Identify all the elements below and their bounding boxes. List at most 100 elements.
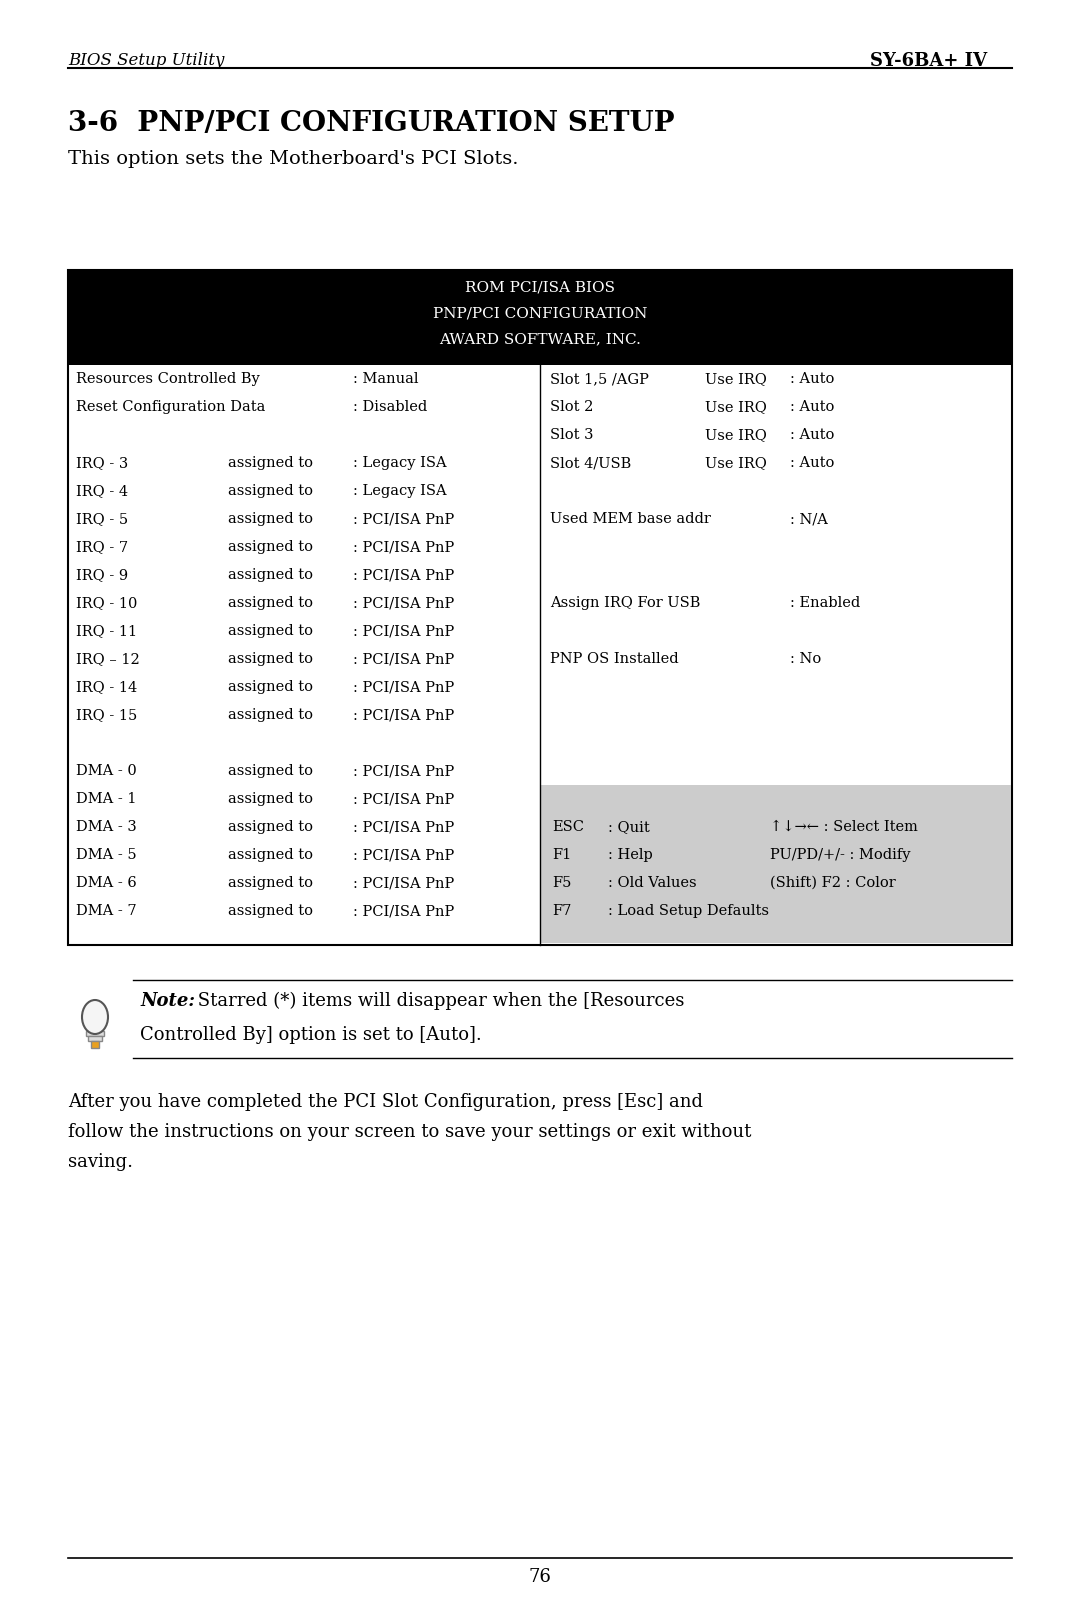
Text: assigned to: assigned to <box>228 820 313 833</box>
Text: IRQ - 9: IRQ - 9 <box>76 568 129 582</box>
Text: assigned to: assigned to <box>228 625 313 637</box>
Text: DMA - 0: DMA - 0 <box>76 764 137 778</box>
Text: Slot 2: Slot 2 <box>550 400 593 414</box>
Text: : Quit: : Quit <box>608 820 650 833</box>
Text: After you have completed the PCI Slot Configuration, press [Esc] and: After you have completed the PCI Slot Co… <box>68 1094 703 1112</box>
Text: Used MEM base addr: Used MEM base addr <box>550 511 711 526</box>
Text: DMA - 7: DMA - 7 <box>76 904 137 917</box>
Text: : PCI/ISA PnP: : PCI/ISA PnP <box>353 709 455 722</box>
Text: DMA - 1: DMA - 1 <box>76 791 136 806</box>
Text: PNP OS Installed: PNP OS Installed <box>550 652 678 667</box>
Text: Slot 4/USB: Slot 4/USB <box>550 456 631 469</box>
Text: assigned to: assigned to <box>228 764 313 778</box>
Ellipse shape <box>82 1000 108 1034</box>
Text: : PCI/ISA PnP: : PCI/ISA PnP <box>353 791 455 806</box>
Text: assigned to: assigned to <box>228 848 313 862</box>
Text: : Manual: : Manual <box>353 372 419 387</box>
Text: AWARD SOFTWARE, INC.: AWARD SOFTWARE, INC. <box>440 332 640 346</box>
Text: Use IRQ: Use IRQ <box>705 429 767 442</box>
Text: Controlled By] option is set to [Auto].: Controlled By] option is set to [Auto]. <box>140 1026 482 1044</box>
Text: F7: F7 <box>552 904 571 917</box>
Text: DMA - 3: DMA - 3 <box>76 820 137 833</box>
Text: : N/A: : N/A <box>789 511 828 526</box>
Text: : No: : No <box>789 652 821 667</box>
Text: assigned to: assigned to <box>228 511 313 526</box>
Text: assigned to: assigned to <box>228 904 313 917</box>
Text: PU/PD/+/- : Modify: PU/PD/+/- : Modify <box>770 848 910 862</box>
Text: : Disabled: : Disabled <box>353 400 428 414</box>
Text: ESC: ESC <box>552 820 584 833</box>
Text: ↑↓→← : Select Item: ↑↓→← : Select Item <box>770 820 918 833</box>
Text: Use IRQ: Use IRQ <box>705 372 767 387</box>
Bar <box>86 1031 104 1036</box>
Text: PNP/PCI CONFIGURATION: PNP/PCI CONFIGURATION <box>433 306 647 320</box>
Text: IRQ – 12: IRQ – 12 <box>76 652 139 667</box>
Text: : PCI/ISA PnP: : PCI/ISA PnP <box>353 680 455 694</box>
Text: Assign IRQ For USB: Assign IRQ For USB <box>550 595 700 610</box>
Text: BIOS Setup Utility: BIOS Setup Utility <box>68 52 225 70</box>
Text: assigned to: assigned to <box>228 595 313 610</box>
Text: IRQ - 15: IRQ - 15 <box>76 709 137 722</box>
Text: : PCI/ISA PnP: : PCI/ISA PnP <box>353 904 455 917</box>
Text: This option sets the Motherboard's PCI Slots.: This option sets the Motherboard's PCI S… <box>68 150 518 168</box>
Bar <box>91 1040 99 1048</box>
Text: : PCI/ISA PnP: : PCI/ISA PnP <box>353 540 455 553</box>
Text: F1: F1 <box>552 848 571 862</box>
Text: : PCI/ISA PnP: : PCI/ISA PnP <box>353 595 455 610</box>
Bar <box>68 270 1012 945</box>
Text: : Auto: : Auto <box>789 400 835 414</box>
Text: : PCI/ISA PnP: : PCI/ISA PnP <box>353 820 455 833</box>
Text: IRQ - 10: IRQ - 10 <box>76 595 137 610</box>
Text: : Auto: : Auto <box>789 456 835 469</box>
Text: : PCI/ISA PnP: : PCI/ISA PnP <box>353 848 455 862</box>
Text: : PCI/ISA PnP: : PCI/ISA PnP <box>353 625 455 637</box>
Text: : Legacy ISA: : Legacy ISA <box>353 456 447 469</box>
Text: : Auto: : Auto <box>789 429 835 442</box>
Text: saving.: saving. <box>68 1154 133 1171</box>
Bar <box>68 270 1012 366</box>
Text: IRQ - 5: IRQ - 5 <box>76 511 129 526</box>
Text: : PCI/ISA PnP: : PCI/ISA PnP <box>353 652 455 667</box>
Text: assigned to: assigned to <box>228 484 313 498</box>
Text: DMA - 5: DMA - 5 <box>76 848 137 862</box>
Text: : PCI/ISA PnP: : PCI/ISA PnP <box>353 511 455 526</box>
Text: assigned to: assigned to <box>228 875 313 890</box>
Text: assigned to: assigned to <box>228 540 313 553</box>
Text: Use IRQ: Use IRQ <box>705 400 767 414</box>
Text: : Enabled: : Enabled <box>789 595 861 610</box>
Text: Use IRQ: Use IRQ <box>705 456 767 469</box>
Text: : Old Values: : Old Values <box>608 875 697 890</box>
Text: Slot 3: Slot 3 <box>550 429 594 442</box>
Text: : Load Setup Defaults: : Load Setup Defaults <box>608 904 769 917</box>
Text: assigned to: assigned to <box>228 652 313 667</box>
Text: : Legacy ISA: : Legacy ISA <box>353 484 447 498</box>
Text: IRQ - 7: IRQ - 7 <box>76 540 129 553</box>
Text: Reset Configuration Data: Reset Configuration Data <box>76 400 266 414</box>
Text: assigned to: assigned to <box>228 568 313 582</box>
Text: IRQ - 14: IRQ - 14 <box>76 680 137 694</box>
Text: ROM PCI/ISA BIOS: ROM PCI/ISA BIOS <box>465 280 615 294</box>
Text: 3-6  PNP/PCI CONFIGURATION SETUP: 3-6 PNP/PCI CONFIGURATION SETUP <box>68 110 675 138</box>
Text: IRQ - 11: IRQ - 11 <box>76 625 137 637</box>
Text: : PCI/ISA PnP: : PCI/ISA PnP <box>353 764 455 778</box>
Text: (Shift) F2 : Color: (Shift) F2 : Color <box>770 875 895 890</box>
Text: F5: F5 <box>552 875 571 890</box>
Text: SY-6BA+ IV: SY-6BA+ IV <box>870 52 987 70</box>
Text: follow the instructions on your screen to save your settings or exit without: follow the instructions on your screen t… <box>68 1123 752 1141</box>
Text: Resources Controlled By: Resources Controlled By <box>76 372 260 387</box>
Text: assigned to: assigned to <box>228 709 313 722</box>
Text: DMA - 6: DMA - 6 <box>76 875 137 890</box>
Text: Starred (*) items will disappear when the [Resources: Starred (*) items will disappear when th… <box>192 992 685 1010</box>
Text: assigned to: assigned to <box>228 456 313 469</box>
Text: : Help: : Help <box>608 848 652 862</box>
Text: IRQ - 4: IRQ - 4 <box>76 484 129 498</box>
Bar <box>87 1036 102 1040</box>
Text: Slot 1,5 /AGP: Slot 1,5 /AGP <box>550 372 649 387</box>
Text: 76: 76 <box>528 1568 552 1586</box>
Text: : PCI/ISA PnP: : PCI/ISA PnP <box>353 875 455 890</box>
Text: assigned to: assigned to <box>228 680 313 694</box>
Text: assigned to: assigned to <box>228 791 313 806</box>
Text: Note:: Note: <box>140 992 195 1010</box>
Text: : PCI/ISA PnP: : PCI/ISA PnP <box>353 568 455 582</box>
Text: : Auto: : Auto <box>789 372 835 387</box>
